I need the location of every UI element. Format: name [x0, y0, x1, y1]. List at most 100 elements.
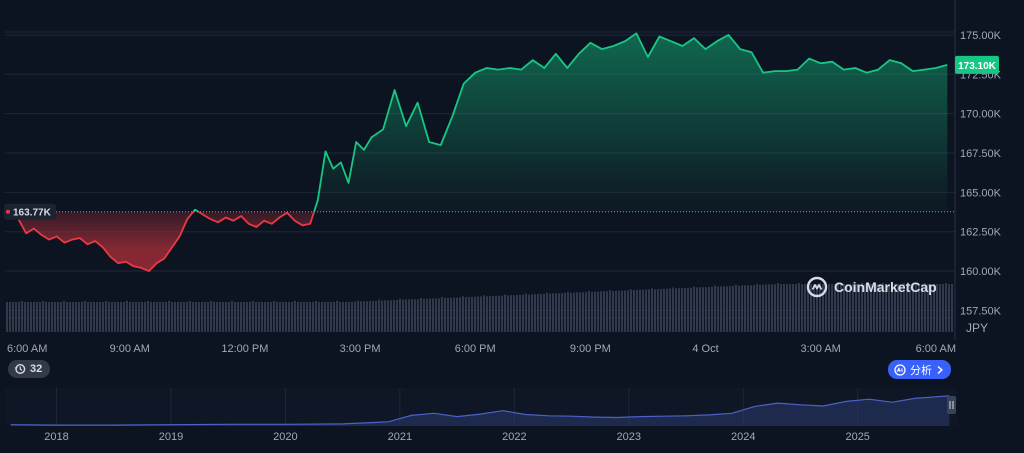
- volume-bar: [126, 301, 128, 332]
- volume-bar: [804, 284, 806, 332]
- volume-bar: [234, 302, 236, 332]
- volume-bar: [606, 291, 608, 332]
- volume-bar: [543, 293, 545, 332]
- volume-bar: [582, 292, 584, 332]
- volume-bar: [486, 296, 488, 332]
- volume-bar: [504, 294, 506, 332]
- volume-bar: [477, 296, 479, 332]
- volume-bar: [540, 293, 542, 332]
- volume-bar: [465, 297, 467, 332]
- volume-bar: [732, 285, 734, 332]
- volume-bar: [531, 294, 533, 332]
- volume-bar: [600, 291, 602, 332]
- price-line-up: [10, 32, 948, 212]
- volume-bar: [708, 286, 710, 332]
- volume-bar: [498, 295, 500, 332]
- volume-bar: [660, 288, 662, 332]
- volume-bar: [747, 285, 749, 332]
- volume-bar: [441, 297, 443, 332]
- volume-bar: [843, 284, 845, 332]
- volume-bar: [945, 283, 947, 332]
- volume-bar: [261, 302, 263, 332]
- volume-bar: [738, 285, 740, 332]
- volume-bar: [6, 302, 8, 332]
- volume-bar: [750, 285, 752, 332]
- y-tick-label: 170.00K: [960, 109, 1002, 121]
- volume-bar: [447, 297, 449, 332]
- y-tick-label: 167.50K: [960, 148, 1002, 160]
- volume-bar: [867, 284, 869, 332]
- navigator-handle[interactable]: [947, 396, 956, 414]
- volume-bar: [273, 301, 275, 332]
- volume-bar: [297, 302, 299, 332]
- volume-bar: [93, 302, 95, 332]
- volume-bar: [501, 295, 503, 332]
- volume-bar: [933, 284, 935, 332]
- volume-bar: [153, 302, 155, 332]
- volume-bar: [120, 302, 122, 332]
- volume-bar: [270, 302, 272, 332]
- volume-bar: [216, 302, 218, 332]
- volume-bar: [183, 302, 185, 332]
- analysis-button[interactable]: 分析: [888, 360, 951, 379]
- price-area-down: [11, 211, 315, 272]
- volume-bar: [435, 298, 437, 332]
- volume-bar: [177, 302, 179, 332]
- volume-bar: [48, 302, 50, 332]
- volume-bar: [453, 297, 455, 332]
- volume-bar: [207, 302, 209, 332]
- volume-bar: [777, 283, 779, 332]
- volume-bar: [372, 300, 374, 332]
- volume-bar: [699, 287, 701, 332]
- volume-bar: [42, 301, 44, 332]
- navigator-x-ticks: 2018 2019 2020 2021 2022 2023 2024 2025: [44, 431, 870, 443]
- volume-bar: [66, 302, 68, 332]
- volume-bar: [648, 289, 650, 332]
- volume-bar: [621, 290, 623, 332]
- volume-bar: [651, 288, 653, 332]
- history-button[interactable]: 32: [8, 360, 51, 378]
- volume-bar: [129, 302, 131, 332]
- volume-bar: [567, 291, 569, 332]
- volume-bar: [324, 302, 326, 332]
- volume-bar: [813, 284, 815, 332]
- volume-bar: [294, 301, 296, 332]
- volume-bar: [906, 284, 908, 332]
- volume-bar: [495, 295, 497, 332]
- volume-bar: [171, 302, 173, 332]
- history-clock-icon: [14, 363, 26, 375]
- volume-bar: [24, 302, 26, 332]
- volume-bar: [147, 301, 149, 332]
- volume-bar: [225, 302, 227, 332]
- volume-bar: [609, 290, 611, 332]
- brand-name: CoinMarketCap: [834, 279, 937, 295]
- volume-bar: [336, 301, 338, 332]
- volume-bar: [585, 292, 587, 332]
- volume-bar: [858, 284, 860, 332]
- volume-bar: [720, 286, 722, 332]
- x-tick-label: 12:00 PM: [221, 343, 268, 355]
- volume-bar: [681, 288, 683, 332]
- navigator-x-tick-label: 2021: [388, 431, 412, 443]
- volume-bar: [690, 287, 692, 332]
- volume-bar: [537, 294, 539, 332]
- volume-bar: [426, 298, 428, 332]
- volume-bar: [390, 300, 392, 332]
- volume-bar: [489, 296, 491, 332]
- volume-bar: [744, 285, 746, 332]
- volume-bar: [39, 302, 41, 332]
- volume-bar: [753, 285, 755, 332]
- volume-bar: [27, 302, 29, 332]
- x-tick-label: 6:00 AM: [916, 343, 956, 355]
- volume-bar: [60, 302, 62, 332]
- y-tick-label: 157.50K: [960, 305, 1002, 317]
- volume-bar: [363, 301, 365, 332]
- volume-bar: [81, 302, 83, 332]
- volume-bar: [201, 302, 203, 332]
- volume-bar: [285, 302, 287, 332]
- volume-bar: [21, 301, 23, 332]
- volume-bar: [921, 284, 923, 332]
- volume-bar: [369, 301, 371, 332]
- volume-bar: [330, 302, 332, 332]
- volume-bar: [915, 284, 917, 332]
